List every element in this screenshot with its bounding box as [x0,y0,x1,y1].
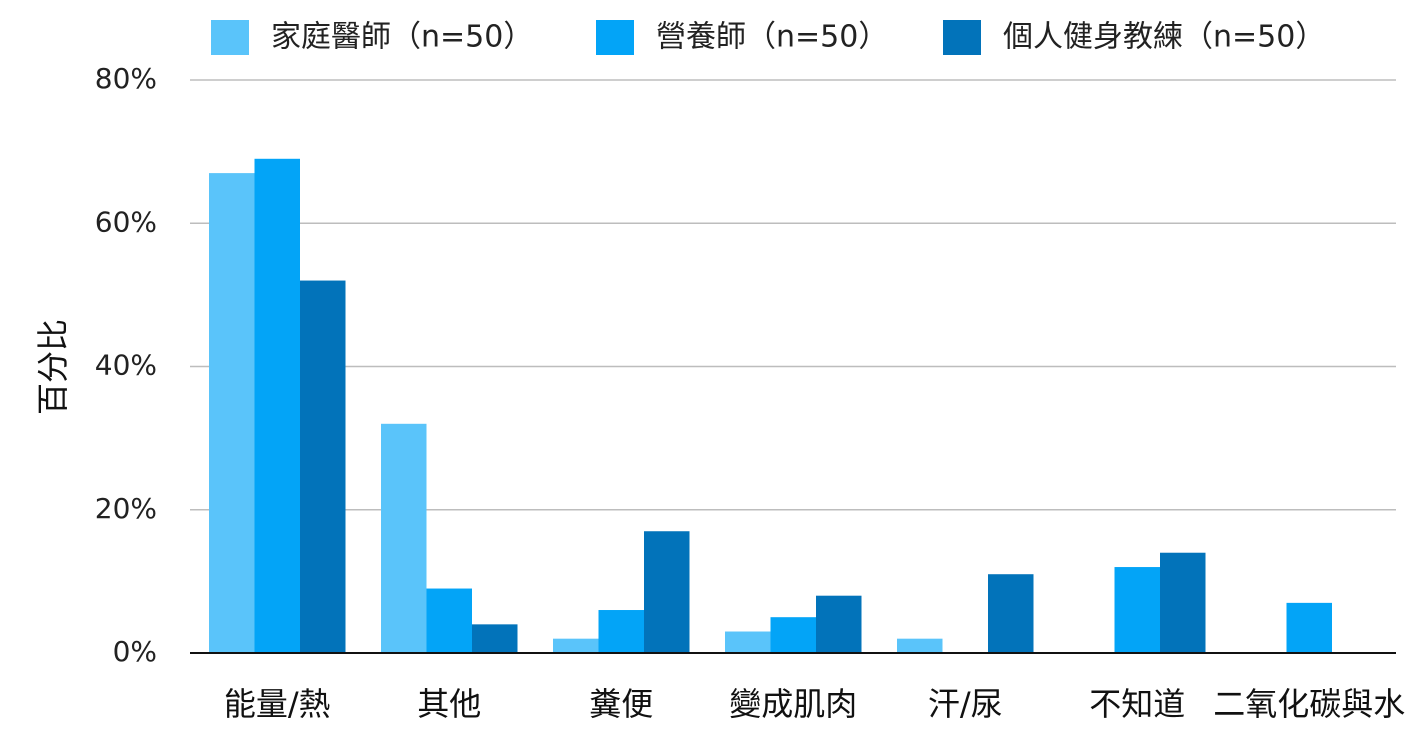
bar [770,617,816,653]
bar [644,531,690,653]
x-category-label: 不知道 [1089,685,1185,723]
bar [725,631,771,653]
bars [209,158,1332,654]
legend-swatch [943,20,981,55]
bar [598,610,644,653]
legend-swatch [211,20,249,55]
legend-label: 個人健身教練（n=50） [1003,20,1325,55]
y-tick-label: 60% [95,205,157,238]
legend-label: 營養師（n=50） [656,20,888,55]
y-axis-label: 百分比 [34,319,72,415]
bar [426,588,472,653]
y-tick-label: 20% [95,492,157,525]
x-category-label: 變成肌肉 [729,685,857,723]
bar [553,638,599,653]
x-category-label: 糞便 [589,685,653,723]
x-category-label: 能量/熱 [224,685,331,723]
x-category-label: 汗/尿 [928,685,1003,723]
y-tick-label: 80% [95,62,157,95]
axes: 0% 20% 40% 60% 80% 能量/熱 其他 糞便 變成肌肉 汗/尿 不知道 二氧化碳與水 [95,62,1405,723]
bar [897,638,943,653]
x-category-label: 其他 [417,685,481,723]
y-tick-label: 40% [95,349,157,382]
legend-label: 家庭醫師（n=50） [271,20,533,55]
bar [816,595,862,653]
bar [988,574,1034,653]
bar [1286,602,1332,653]
bar [1114,567,1160,653]
bar [472,624,518,653]
bar [209,173,255,654]
legend-swatch [596,20,634,55]
bar [300,280,346,653]
bar [381,423,427,653]
bar [254,158,300,653]
legend: 家庭醫師（n=50） 營養師（n=50） 個人健身教練（n=50） [211,20,1325,55]
y-tick-label: 0% [113,635,157,668]
grid-lines [190,79,1396,511]
x-category-label: 二氧化碳與水 [1213,685,1405,723]
bar [1160,552,1206,653]
